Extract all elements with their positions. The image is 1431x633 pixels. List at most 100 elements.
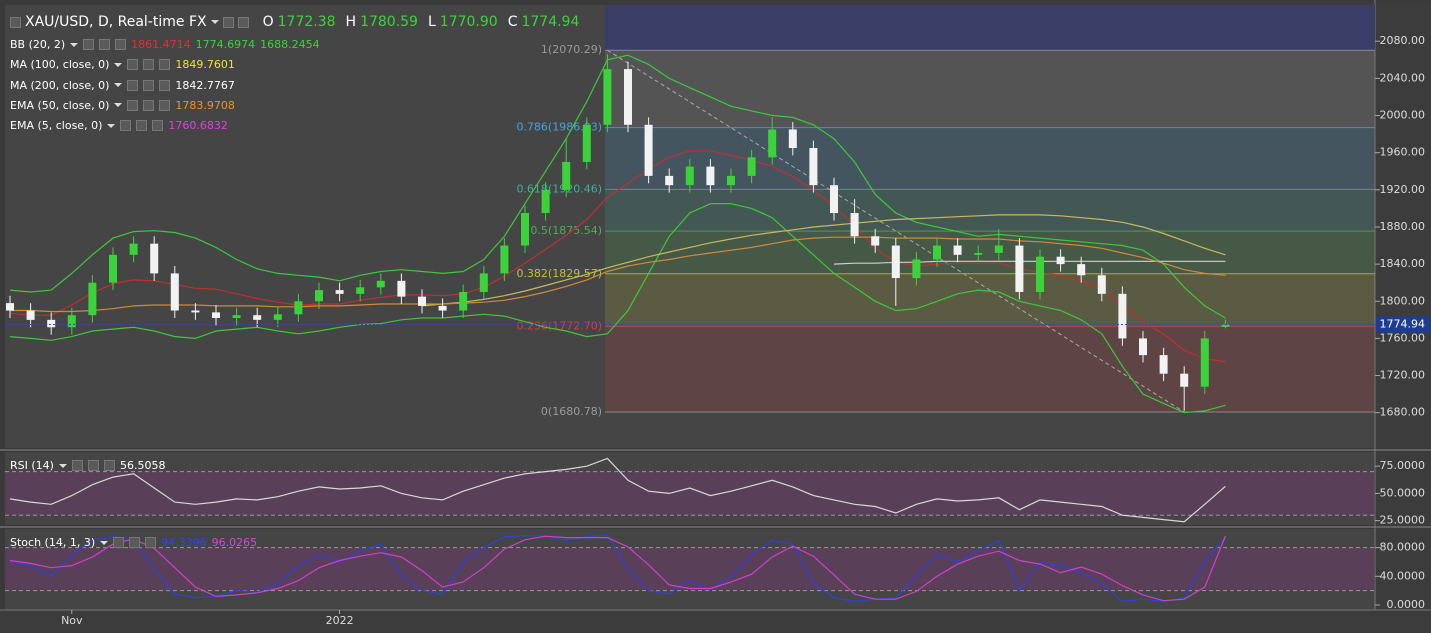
candle-body <box>871 236 880 246</box>
indicator-value: 1842.7767 <box>175 78 235 92</box>
y-tick-label: 80.0000 <box>1380 541 1426 554</box>
dropdown-arrow <box>114 83 123 88</box>
candle-body <box>912 259 921 279</box>
ohlc-label: H <box>345 14 357 30</box>
y-tick-label: 1840.00 <box>1380 257 1426 270</box>
fib-zone <box>605 50 1375 128</box>
candle-body <box>624 69 632 125</box>
candle-body <box>830 185 838 214</box>
legend-control <box>143 99 155 111</box>
candle-body <box>356 287 365 294</box>
candle-body <box>850 213 859 237</box>
ohlc-value: 1772.38 <box>277 14 336 30</box>
candle-body <box>150 243 159 274</box>
candle-body <box>809 148 818 186</box>
candle-body <box>315 290 323 302</box>
dropdown-arrow <box>58 463 67 468</box>
candle-body <box>706 166 715 186</box>
y-tick-label: 1800.00 <box>1380 294 1426 307</box>
fib-top-zone <box>605 5 1375 51</box>
candle-body <box>727 175 735 186</box>
ohlc-label: C <box>507 14 518 30</box>
candle-body <box>1056 256 1065 265</box>
indicator-value: 1774.6974 <box>195 38 256 51</box>
y-tick-label: 50.0000 <box>1380 486 1426 499</box>
y-tick-label: 1960.00 <box>1380 146 1426 159</box>
candle-body <box>1036 256 1044 292</box>
dropdown-arrow <box>100 540 109 545</box>
candle-body <box>644 124 653 176</box>
candle-body <box>212 312 220 318</box>
legend-control <box>103 460 115 471</box>
candle-body <box>376 280 385 288</box>
indicator-value: 94.3396 <box>161 536 207 549</box>
candle-body <box>459 291 468 311</box>
candle-body <box>88 282 97 316</box>
indicator-name: MA (200, close, 0) <box>10 78 110 92</box>
ohlc-label: O <box>262 14 274 30</box>
y-tick-label: 2000.00 <box>1380 109 1426 122</box>
candle-body <box>67 315 76 328</box>
candle-body <box>562 161 571 190</box>
axis-background <box>1375 452 1431 525</box>
candle-body <box>1077 264 1086 276</box>
fib-zone <box>605 273 1375 327</box>
last-price-box <box>1376 316 1430 333</box>
last-price-label: 1774.94 <box>1380 318 1426 331</box>
indicator-value: 56.5058 <box>119 459 166 472</box>
indicator-legend: MA (200, close, 0) 1842.7767 <box>10 79 235 92</box>
indicator-legend: MA (100, close, 0) 1849.7601 <box>10 58 235 71</box>
legend-control <box>115 39 127 50</box>
y-tick-label: 0.0000 <box>1387 598 1426 611</box>
indicator-line <box>10 236 1226 313</box>
y-tick-label: 1760.00 <box>1380 331 1426 344</box>
legend-control <box>159 99 171 111</box>
y-tick-label: 40.0000 <box>1380 569 1426 582</box>
legend-control <box>127 59 139 71</box>
indicator-line <box>9 54 1226 319</box>
candle-body <box>1200 338 1209 387</box>
candle-body <box>541 189 550 214</box>
candle-body <box>397 280 406 297</box>
legend-control <box>159 79 171 91</box>
candle-body <box>788 129 797 149</box>
indicator-line <box>421 214 1226 307</box>
legend-control <box>143 79 155 91</box>
fib-label: 1(2070.29) <box>541 43 602 56</box>
legend-control <box>99 39 111 50</box>
candle-body <box>1097 275 1106 294</box>
indicator-legend: BB (20, 2) 1861.4714 1774.6974 1688.2454 <box>10 38 320 51</box>
candle-body <box>418 296 426 306</box>
ohlc-label: L <box>427 14 436 30</box>
indicator-value: 1760.6832 <box>168 119 228 133</box>
candle-body <box>768 129 777 158</box>
candle-body <box>129 243 138 255</box>
candle-body <box>1118 293 1127 339</box>
legend-control <box>113 537 125 548</box>
legend-control <box>145 537 157 548</box>
legend-control <box>120 120 132 132</box>
axis-background <box>1375 5 1431 448</box>
oscillator-line <box>9 457 1226 523</box>
legend-control <box>159 59 171 71</box>
candle-body <box>747 157 756 176</box>
collapse-icon <box>10 16 21 28</box>
legend-control <box>222 16 234 28</box>
y-tick-label: 1720.00 <box>1380 369 1426 382</box>
legend-control <box>127 99 139 111</box>
indicator-line <box>9 203 1226 414</box>
fib-label: 0.618(1920.46) <box>516 182 602 195</box>
candle-body <box>933 245 941 260</box>
candle-body <box>191 310 200 313</box>
dropdown-arrow <box>70 42 79 47</box>
symbol-title: XAU/USD, D, Real-time FX <box>25 14 207 30</box>
candle-body <box>891 245 900 279</box>
indicator-legend: EMA (50, close, 0) 1783.9708 <box>10 99 235 112</box>
candle-body <box>1139 338 1147 356</box>
candle-body <box>974 252 983 255</box>
candle-body <box>170 273 179 311</box>
candle-body <box>294 301 303 315</box>
level-band <box>5 471 1375 516</box>
